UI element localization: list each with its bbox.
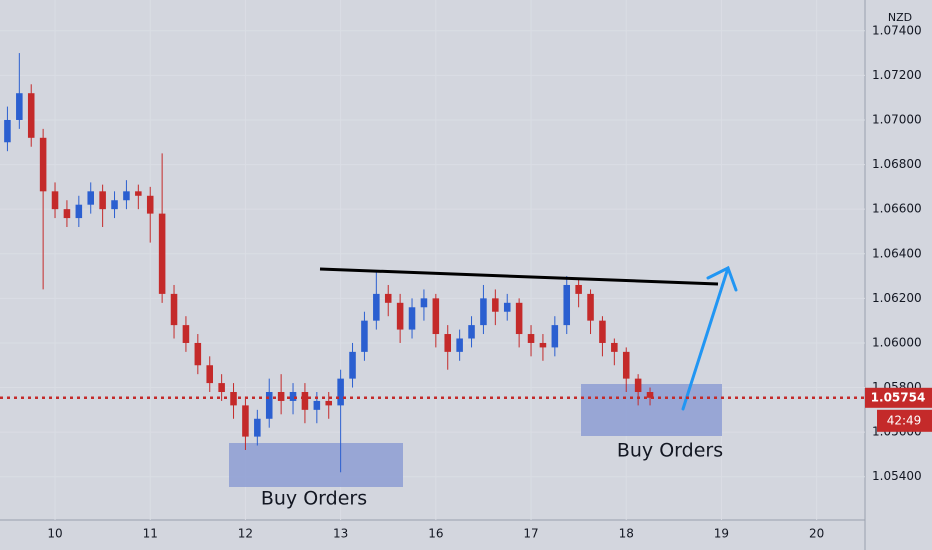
candle-body bbox=[634, 378, 642, 393]
y-tick-label: 1.07400 bbox=[872, 23, 922, 37]
candle-body bbox=[218, 383, 225, 393]
candle-body bbox=[527, 334, 535, 343]
y-tick-label: 1.07000 bbox=[872, 112, 922, 126]
candle-body bbox=[468, 325, 475, 339]
y-tick-label: 1.06400 bbox=[872, 246, 922, 260]
candle-body bbox=[503, 302, 511, 312]
x-tick-label: 20 bbox=[809, 527, 824, 541]
y-tick-label: 1.07200 bbox=[872, 68, 922, 82]
candle-body bbox=[563, 284, 571, 326]
trendline bbox=[319, 267, 719, 286]
candle-body bbox=[4, 119, 11, 143]
x-tick-label: 16 bbox=[428, 527, 443, 541]
candle-body bbox=[63, 209, 71, 219]
y-tick-label: 1.06000 bbox=[872, 335, 922, 349]
candle-body bbox=[170, 293, 178, 326]
candle-body bbox=[206, 365, 214, 384]
candle-body bbox=[599, 320, 606, 343]
candle-body bbox=[492, 298, 499, 312]
candle-body bbox=[337, 378, 344, 406]
candle-body bbox=[146, 195, 154, 214]
candle-body bbox=[313, 400, 321, 410]
candle-body bbox=[99, 191, 106, 210]
x-tick-label: 13 bbox=[333, 527, 348, 541]
candle-body bbox=[135, 191, 142, 196]
x-tick-label: 12 bbox=[238, 527, 253, 541]
candle-body bbox=[349, 351, 356, 379]
x-tick-label: 19 bbox=[714, 527, 729, 541]
countdown-label: 42:49 bbox=[887, 413, 922, 427]
candle-body bbox=[539, 342, 547, 348]
buy-zone bbox=[581, 384, 722, 436]
y-tick-label: 1.06800 bbox=[872, 157, 922, 171]
candle-body bbox=[551, 325, 559, 348]
candle-body bbox=[575, 284, 582, 294]
candle-body bbox=[194, 342, 202, 366]
candle-body bbox=[408, 307, 416, 330]
countdown-badge bbox=[877, 409, 932, 432]
candle-body bbox=[16, 93, 23, 120]
candle-body bbox=[123, 191, 130, 201]
x-tick-label: 11 bbox=[143, 527, 158, 541]
candle-body bbox=[432, 298, 440, 335]
y-tick-label: 1.06200 bbox=[872, 291, 922, 305]
annotation: Buy Orders bbox=[261, 488, 367, 510]
candle-body bbox=[254, 418, 261, 437]
x-tick-label: 17 bbox=[523, 527, 538, 541]
y-tick-label: 1.06600 bbox=[872, 202, 922, 216]
candle-body bbox=[277, 392, 285, 401]
candle-body bbox=[265, 392, 273, 419]
currency-label: NZD bbox=[888, 11, 912, 24]
candle-body bbox=[87, 191, 94, 205]
candle-body bbox=[325, 400, 333, 406]
candle-body bbox=[75, 204, 83, 219]
candle-body bbox=[301, 392, 309, 410]
candle-body bbox=[39, 137, 47, 192]
candle-body bbox=[182, 325, 190, 343]
candle-body bbox=[289, 392, 297, 401]
candle-body bbox=[361, 320, 368, 352]
candles bbox=[4, 53, 654, 473]
price-label: 1.05754 bbox=[871, 390, 926, 404]
grid bbox=[0, 0, 865, 520]
candle-body bbox=[373, 293, 380, 321]
candle-body bbox=[158, 213, 166, 294]
y-tick-label: 1.05400 bbox=[872, 469, 922, 483]
candle-body bbox=[384, 293, 392, 303]
price-axis-bg bbox=[865, 0, 932, 550]
arrow bbox=[681, 265, 738, 411]
candle-body bbox=[420, 298, 428, 308]
candle-body bbox=[646, 392, 654, 398]
candle-body bbox=[622, 351, 630, 379]
candle-body bbox=[51, 191, 59, 210]
x-tick-label: 10 bbox=[47, 527, 62, 541]
candle-body bbox=[611, 342, 618, 352]
candle-body bbox=[587, 293, 594, 321]
candle-body bbox=[27, 93, 35, 138]
buy-zone bbox=[229, 443, 403, 487]
x-tick-label: 18 bbox=[619, 527, 634, 541]
candle-body bbox=[242, 405, 249, 437]
candle-body bbox=[480, 298, 487, 326]
candle-body bbox=[515, 302, 523, 335]
candle-body bbox=[444, 334, 452, 352]
annotation: Buy Orders bbox=[617, 440, 723, 462]
axes: 1.054001.056001.058001.060001.062001.064… bbox=[0, 23, 932, 541]
price-badge bbox=[865, 387, 932, 408]
candle-body bbox=[396, 302, 404, 330]
candle-body bbox=[111, 200, 118, 210]
candle-body bbox=[456, 338, 463, 352]
